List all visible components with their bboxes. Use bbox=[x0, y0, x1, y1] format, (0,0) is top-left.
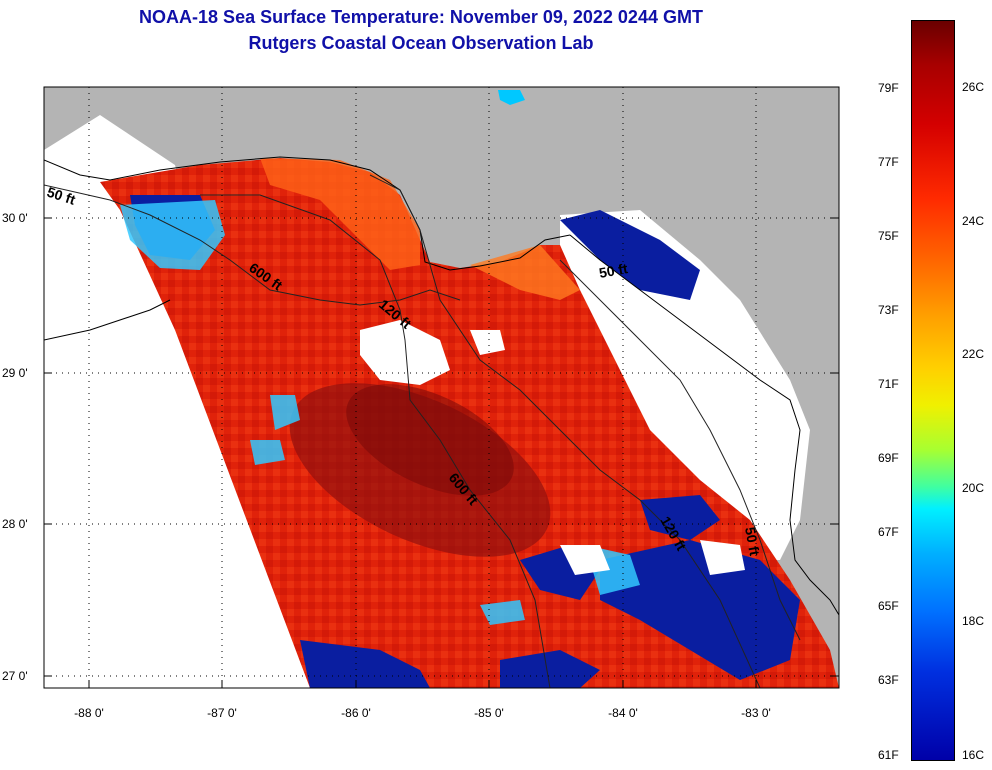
cloud-gaps bbox=[360, 320, 745, 575]
colorbar-label-63f: 63F bbox=[878, 673, 899, 687]
colorbar-label-16c: 16C bbox=[962, 748, 985, 762]
frame-ticks bbox=[44, 217, 839, 688]
colorbar-label-77f: 77F bbox=[878, 155, 899, 169]
colorbar-label-69f: 69F bbox=[878, 451, 899, 465]
map-frame bbox=[43, 86, 840, 689]
colorbar-label-65f: 65F bbox=[878, 599, 899, 613]
contour-label-50ft-south: 50 ft bbox=[742, 526, 763, 557]
depth-contours bbox=[44, 174, 801, 688]
colorbar-label-26c: 26C bbox=[962, 80, 985, 94]
colorbar-label-75f: 75F bbox=[878, 229, 899, 243]
no-data-area-west bbox=[44, 115, 310, 688]
lon-label-84: -84 0' bbox=[608, 706, 638, 720]
lat-label-30: 30 0' bbox=[2, 211, 28, 225]
contour-label-50ft-east: 50 ft bbox=[598, 260, 629, 281]
nearshore-band-east bbox=[470, 245, 580, 300]
map-title: NOAA-18 Sea Surface Temperature: Novembe… bbox=[139, 7, 703, 27]
coastline-north bbox=[44, 156, 571, 271]
colorbar-label-18c: 18C bbox=[962, 614, 985, 628]
colorbar-label-73f: 73F bbox=[878, 303, 899, 317]
lon-label-87: -87 0' bbox=[207, 706, 237, 720]
lon-label-83: -83 0' bbox=[741, 706, 771, 720]
colorbar-label-79f: 79F bbox=[878, 81, 899, 95]
lon-label-86: -86 0' bbox=[341, 706, 371, 720]
colorbar-label-61f: 61F bbox=[878, 748, 899, 762]
temperature-colorbar bbox=[911, 20, 955, 761]
lon-label-85: -85 0' bbox=[474, 706, 504, 720]
nearshore-band bbox=[260, 158, 420, 270]
lon-label-88: -88 0' bbox=[74, 706, 104, 720]
warm-core-inner bbox=[346, 384, 514, 496]
graticule bbox=[44, 87, 839, 688]
inland-water bbox=[498, 90, 525, 105]
coastline-west bbox=[44, 299, 171, 341]
colorbar-label-24c: 24C bbox=[962, 214, 985, 228]
map-subtitle: Rutgers Coastal Ocean Observation Lab bbox=[248, 33, 594, 53]
lat-label-28: 28 0' bbox=[2, 517, 28, 531]
coastline-florida bbox=[569, 234, 839, 616]
colorbar-label-22c: 22C bbox=[962, 347, 985, 361]
lat-label-29: 29 0' bbox=[2, 366, 28, 380]
colorbar-label-67f: 67F bbox=[878, 525, 899, 539]
colorbar-label-71f: 71F bbox=[878, 377, 899, 391]
lat-label-27: 27 0' bbox=[2, 669, 28, 683]
colorbar-label-20c: 20C bbox=[962, 481, 985, 495]
